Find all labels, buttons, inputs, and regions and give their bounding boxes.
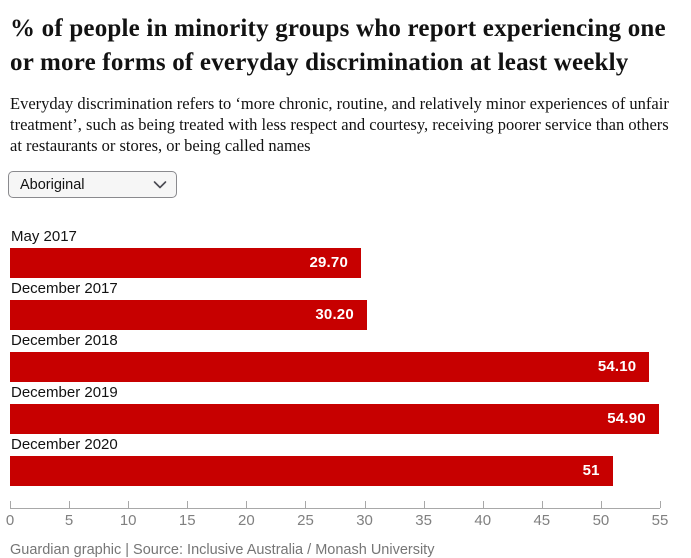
x-axis-tick-mark — [364, 501, 366, 509]
chart-title: % of people in minority groups who repor… — [10, 15, 666, 76]
x-axis-tick-label: 5 — [64, 512, 74, 530]
chart-subtitle: Everyday discrimination refers to ‘more … — [10, 94, 669, 156]
bar-value-label: 54.90 — [607, 410, 646, 428]
x-axis-tick-label: 0 — [5, 512, 15, 530]
bar-category-label: May 2017 — [11, 228, 77, 246]
x-axis-tick-mark — [128, 501, 130, 509]
x-axis-tick-mark — [187, 501, 189, 509]
x-axis-tick-mark — [541, 501, 543, 509]
bar: 30.20 — [10, 300, 367, 331]
x-axis-tick-mark — [660, 501, 661, 509]
bar-row: December 2018 54.10 — [10, 331, 681, 383]
x-axis-tick-label: 50 — [592, 512, 610, 530]
bar-row: December 2019 54.90 — [10, 383, 681, 435]
bar-category-label: December 2018 — [11, 332, 118, 350]
bar-track: 54.90 — [10, 404, 660, 435]
bar-track: 54.10 — [10, 352, 660, 383]
bar-track: 51 — [10, 456, 660, 487]
bar: 54.90 — [10, 404, 659, 435]
bar-rows: May 2017 29.70 December 2017 30.20 December … — [10, 227, 681, 487]
bar-value-label: 30.20 — [315, 306, 354, 324]
bar-track: 30.20 — [10, 300, 660, 331]
group-select-wrap: Aboriginal — [8, 171, 177, 199]
bar-row: May 2017 29.70 — [10, 227, 681, 279]
bar-value-label: 51 — [582, 462, 600, 480]
bar: 29.70 — [10, 248, 361, 279]
x-axis-tick-label: 20 — [238, 512, 255, 530]
x-axis: 0 5 10 15 20 25 30 35 40 45 50 55 — [6, 501, 668, 529]
x-axis-tick-mark — [69, 501, 71, 509]
x-axis-tick-mark — [423, 501, 425, 509]
x-axis-tick-mark — [482, 501, 484, 509]
x-axis-tick-label: 40 — [474, 512, 492, 530]
bar-row: December 2020 51 — [10, 435, 681, 487]
x-axis-tick-label: 35 — [415, 512, 432, 530]
bar-category-label: December 2020 — [11, 436, 118, 454]
bar-track: 29.70 — [10, 248, 660, 279]
bar-row: December 2017 30.20 — [10, 279, 681, 331]
group-select[interactable]: Aboriginal — [8, 171, 177, 199]
x-axis-tick-label: 45 — [533, 512, 551, 530]
bar-category-label: December 2017 — [11, 280, 118, 298]
bar-value-label: 29.70 — [309, 254, 348, 272]
x-axis-tick-label: 25 — [297, 512, 314, 530]
x-axis-tick-label: 15 — [178, 512, 196, 530]
bar: 54.10 — [10, 352, 650, 383]
bar: 51 — [10, 456, 613, 487]
bar-value-label: 54.10 — [597, 358, 637, 376]
source-credit: Guardian graphic | Source: Inclusive Aus… — [10, 542, 435, 558]
x-axis-tick-mark — [10, 501, 11, 509]
x-axis-tick-label: 55 — [651, 512, 669, 530]
x-axis-tick-mark — [600, 501, 602, 509]
x-axis-tick-mark — [305, 501, 307, 509]
x-axis-tick-label: 10 — [119, 512, 137, 530]
x-axis-tick-mark — [246, 501, 248, 509]
x-axis-tick-label: 30 — [356, 512, 373, 530]
bar-category-label: December 2019 — [11, 384, 118, 402]
bar-chart: May 2017 29.70 December 2017 30.20 December … — [6, 227, 681, 529]
